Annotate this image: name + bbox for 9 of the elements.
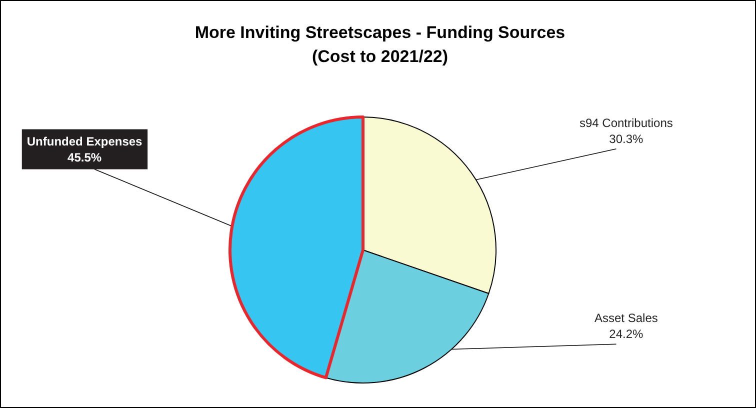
- data-label: 45.5%: [68, 150, 102, 164]
- slice-label: s94 Contributions: [579, 116, 673, 130]
- chart-subtitle: (Cost to 2021/22): [312, 47, 448, 66]
- data-label: 30.3%: [609, 132, 644, 146]
- pie-slice: [228, 116, 364, 380]
- data-label: 24.2%: [609, 327, 644, 342]
- slice-label: Unfunded Expenses: [26, 134, 143, 148]
- chart-title: More Inviting Streetscapes - Funding Sources: [194, 23, 566, 42]
- slice-label: Asset Sales: [594, 311, 658, 326]
